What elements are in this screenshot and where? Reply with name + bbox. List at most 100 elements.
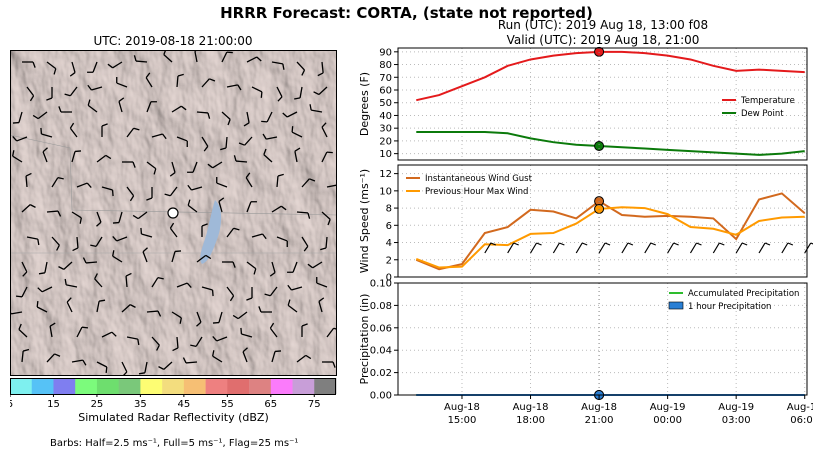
wind-barb bbox=[233, 155, 248, 163]
wind-barb bbox=[15, 286, 28, 298]
wind-panel: 0 2 4 6 8 10 12 Wind Speed (ms⁻¹) Instantaneous … bbox=[358, 164, 813, 284]
wind-barb bbox=[46, 87, 53, 101]
wind-barb bbox=[12, 136, 28, 142]
colorbar-tick-label: 75 bbox=[308, 399, 321, 410]
wind-barb bbox=[142, 247, 148, 263]
wind-barb bbox=[96, 154, 112, 163]
wind-barb bbox=[87, 84, 103, 91]
series-line bbox=[415, 192, 806, 271]
wind-barb bbox=[40, 127, 53, 138]
wind-barb bbox=[781, 242, 789, 254]
wind-barb bbox=[26, 236, 40, 246]
y-tick-label: 0 bbox=[386, 273, 392, 284]
wind-barb bbox=[187, 184, 203, 191]
colorbar-tick-label: 5 bbox=[10, 399, 13, 410]
wind-barb bbox=[96, 211, 102, 227]
wind-barb bbox=[125, 272, 132, 288]
wind-barb bbox=[64, 86, 78, 97]
wind-barb bbox=[71, 359, 87, 366]
series-line bbox=[416, 131, 805, 156]
x-tick-label: Aug-19 bbox=[718, 402, 754, 413]
wind-barb bbox=[582, 242, 588, 246]
wind-barb bbox=[76, 182, 92, 188]
wind-barb bbox=[246, 261, 257, 275]
y-tick-label: 4 bbox=[386, 238, 392, 249]
wind-barb bbox=[320, 236, 328, 251]
wind-barb bbox=[810, 242, 813, 245]
wind-barb bbox=[66, 297, 73, 313]
y-axis-label: Precipitation (in) bbox=[358, 294, 371, 385]
wind-barb bbox=[269, 322, 278, 338]
wind-barbs bbox=[10, 50, 337, 376]
wind-barb bbox=[240, 327, 253, 338]
y-tick-label: 0.00 bbox=[370, 391, 392, 402]
wind-barb bbox=[21, 348, 30, 363]
wind-barb bbox=[296, 61, 306, 76]
precip-panel: 0.00 0.02 0.04 0.06 0.08 0.10 Precipitation (i… bbox=[358, 279, 808, 402]
wind-barb bbox=[226, 84, 242, 91]
wind-barb bbox=[112, 236, 128, 242]
wind-barb bbox=[246, 56, 262, 63]
wind-barb bbox=[190, 336, 203, 347]
time-axis: Aug-18 15:00 Aug-18 18:00 Aug-18 21:00 Aug-19 0… bbox=[444, 395, 813, 426]
wind-barb bbox=[296, 354, 312, 363]
wind-barb bbox=[126, 186, 135, 202]
figure-title: HRRR Forecast: CORTA, (state not reporte… bbox=[220, 4, 593, 22]
colorbar-cell bbox=[227, 378, 250, 394]
colorbar-cell bbox=[314, 378, 337, 394]
wind-barb bbox=[201, 223, 208, 237]
wind-barb bbox=[58, 261, 73, 270]
wind-barb bbox=[18, 323, 28, 338]
x-tick-label: Aug-19 bbox=[650, 402, 686, 413]
wind-barb bbox=[64, 278, 78, 288]
y-tick-label: 0.08 bbox=[370, 301, 392, 312]
colorbar-cell bbox=[205, 378, 228, 394]
wind-barb bbox=[151, 277, 164, 288]
wind-barb bbox=[58, 106, 72, 113]
wind-barb bbox=[171, 250, 182, 263]
wind-barb bbox=[140, 227, 153, 238]
wind-barb bbox=[221, 111, 231, 126]
wind-barb bbox=[126, 336, 140, 346]
wind-barb bbox=[158, 361, 173, 370]
wind-barb bbox=[621, 242, 629, 254]
wind-barb bbox=[71, 211, 82, 224]
y-tick-label: 70 bbox=[379, 73, 392, 84]
wind-barb bbox=[226, 286, 235, 302]
wind-barb bbox=[187, 161, 198, 173]
wind-barb bbox=[741, 242, 748, 246]
wind-barb bbox=[101, 186, 114, 197]
y-tick-label: 60 bbox=[379, 86, 392, 97]
wind-barb bbox=[176, 136, 188, 147]
wind-barb bbox=[251, 233, 267, 240]
colorbar-cell bbox=[10, 378, 33, 394]
wind-barb bbox=[321, 122, 328, 138]
wind-barb bbox=[530, 242, 538, 254]
wind-barb bbox=[207, 161, 223, 169]
wind-barb bbox=[196, 254, 212, 263]
wind-barb bbox=[246, 287, 253, 301]
wind-barb bbox=[26, 86, 35, 102]
legend-entry: Instantaneous Wind Gust bbox=[425, 174, 533, 184]
wind-barb bbox=[296, 211, 311, 219]
y-tick-label: 8 bbox=[386, 204, 392, 215]
y-tick-label: 10 bbox=[379, 149, 392, 160]
y-tick-label: 0.06 bbox=[370, 323, 392, 334]
y-tick-label: 0.02 bbox=[370, 368, 392, 379]
wind-barb bbox=[764, 242, 771, 246]
wind-barb bbox=[138, 361, 148, 375]
wind-barb bbox=[36, 300, 48, 313]
wind-barb bbox=[96, 361, 108, 374]
highlight-point bbox=[594, 141, 605, 151]
wind-barb bbox=[146, 310, 162, 317]
wind-barb bbox=[196, 311, 202, 327]
wind-barb bbox=[276, 86, 283, 102]
wind-barb bbox=[169, 161, 176, 177]
wind-barb bbox=[96, 299, 106, 313]
colorbar-tick-label: 15 bbox=[47, 399, 60, 410]
wind-barb bbox=[552, 242, 560, 254]
legend-swatch bbox=[668, 301, 684, 310]
wind-barb bbox=[37, 286, 53, 293]
